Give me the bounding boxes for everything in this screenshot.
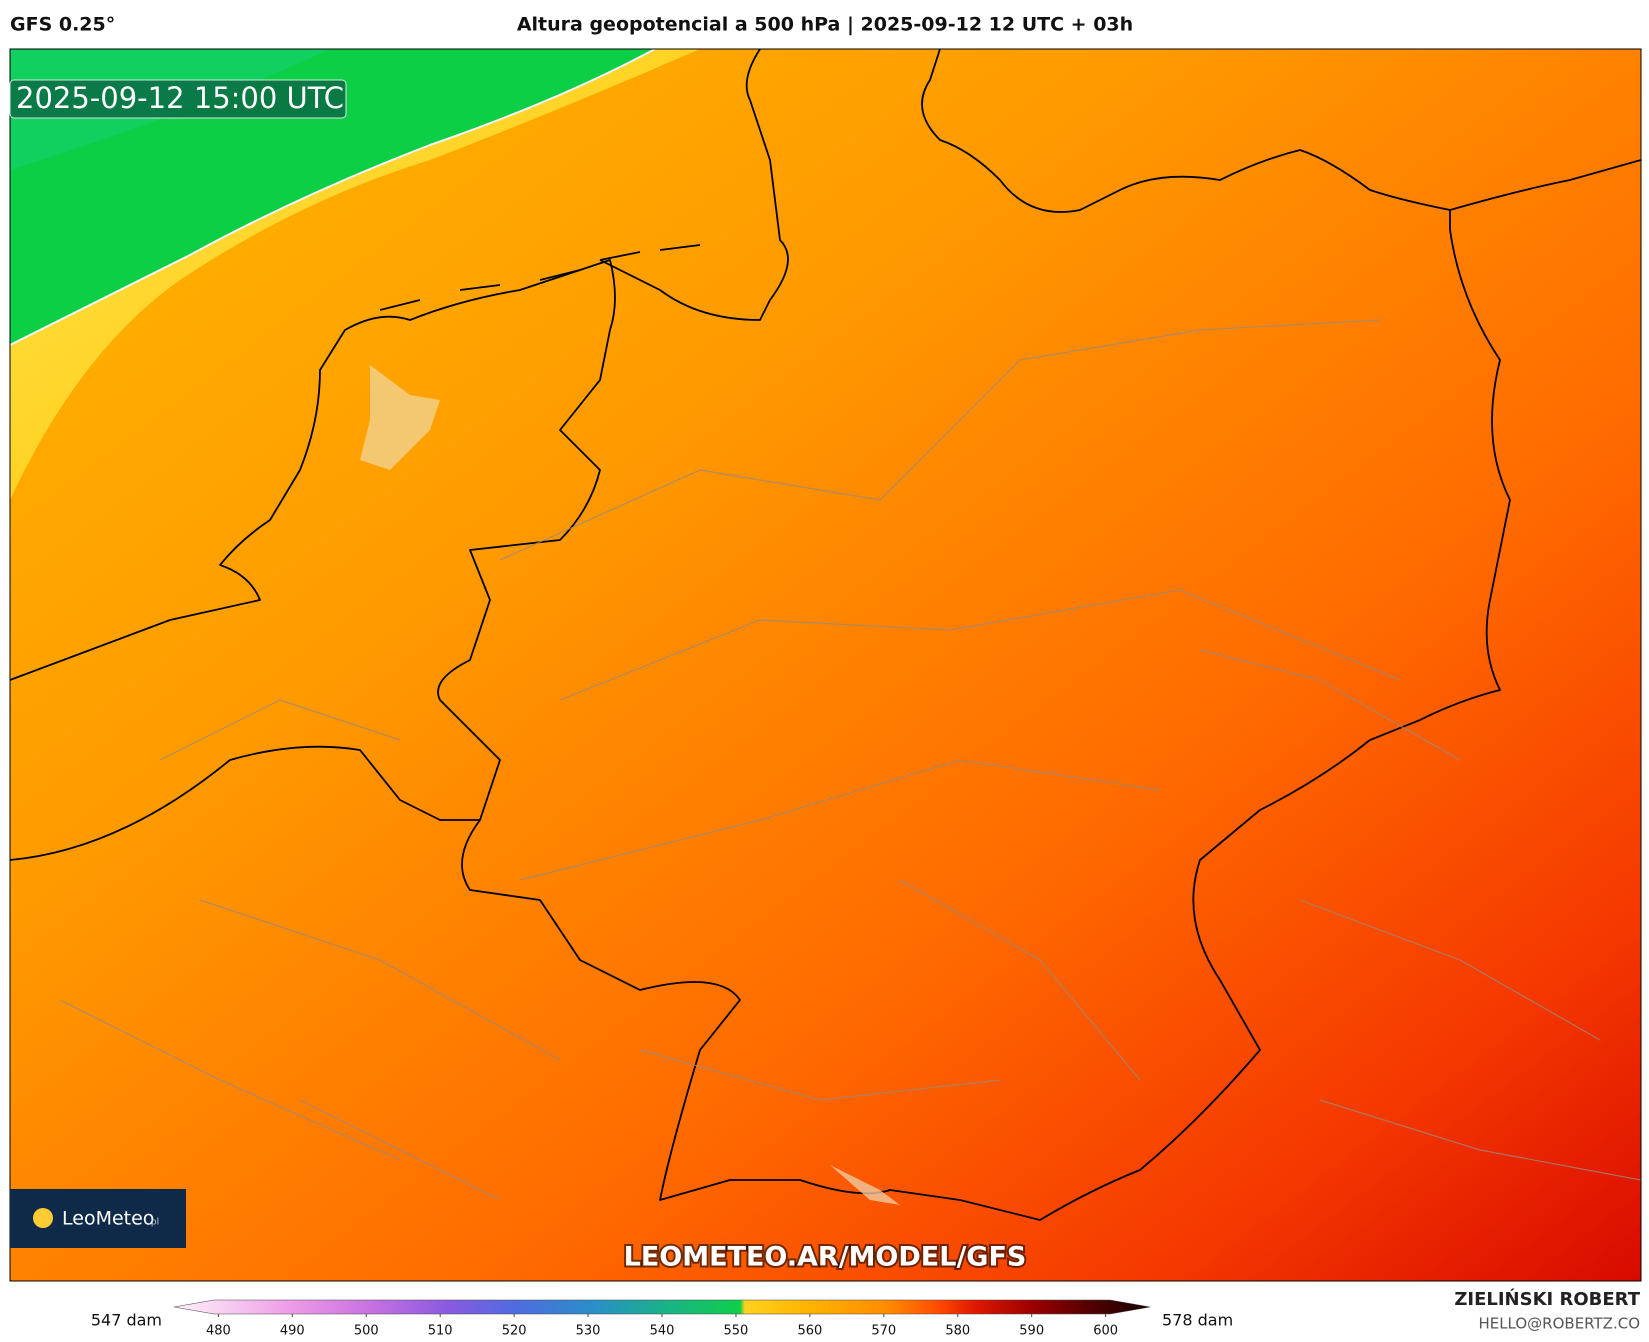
colorbar-tick-label: 550 <box>724 1324 749 1339</box>
watermark: LEOMETEO.AR/MODEL/GFS <box>624 1242 1027 1273</box>
admin-borders <box>59 319 1641 1201</box>
credit-email: HELLO@ROBERTZ.CO <box>1478 1315 1640 1333</box>
islands <box>379 244 701 311</box>
lake <box>830 1165 900 1205</box>
border <box>10 745 480 861</box>
logo-suffix: .pl <box>148 1218 159 1228</box>
colorbar-tick-label: 500 <box>354 1324 379 1339</box>
colorbar-tick-label: 520 <box>502 1324 527 1339</box>
colorbar: 480 490 500 510 520 530 540 550 560 570 580 590 600 <box>173 1299 1151 1339</box>
logo-sun <box>33 1208 53 1228</box>
coastline <box>599 49 789 321</box>
map-frame <box>9 48 1642 1282</box>
colorbar-min-label: 547 dam <box>91 1311 162 1330</box>
credit-name: ZIELIŃSKI ROBERT <box>1454 1288 1640 1310</box>
coastline <box>10 49 1511 1221</box>
colorbar-tick-label: 490 <box>280 1324 305 1339</box>
green-band <box>10 49 655 345</box>
colorbar-tick-label: 590 <box>1019 1324 1044 1339</box>
height-field <box>10 49 1641 1281</box>
colorbar-tick-label: 480 <box>206 1324 231 1339</box>
colorbar-tick-label: 560 <box>797 1324 822 1339</box>
colorbar-tick-label: 600 <box>1093 1324 1118 1339</box>
time-box <box>9 79 347 119</box>
lake <box>360 365 440 470</box>
colorbar-tick-label: 530 <box>576 1324 601 1339</box>
map <box>10 49 1641 1281</box>
map-title: Altura geopotencial a 500 hPa | 2025-09-… <box>517 14 1133 36</box>
model-name: GFS 0.25° <box>10 14 115 36</box>
colorbar-tick-label: 580 <box>945 1324 970 1339</box>
colorbar-tick-label: 540 <box>650 1324 675 1339</box>
colorbar-tick-label: 510 <box>428 1324 453 1339</box>
valid-time: 2025-09-12 15:00 UTC <box>16 81 344 115</box>
colorbar-tick-label: 570 <box>871 1324 896 1339</box>
colorbar-bar <box>173 1299 1151 1315</box>
colorbar-max-label: 578 dam <box>1162 1311 1233 1330</box>
logo-text: LeoMeteo <box>62 1208 154 1230</box>
coastline <box>1449 159 1641 211</box>
contour <box>10 49 656 346</box>
